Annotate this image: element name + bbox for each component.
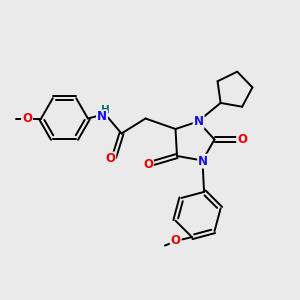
- Text: O: O: [237, 133, 247, 146]
- Text: O: O: [143, 158, 153, 171]
- Text: O: O: [105, 152, 116, 166]
- Text: H: H: [100, 105, 109, 116]
- Text: O: O: [22, 112, 32, 125]
- Text: N: N: [97, 110, 107, 124]
- Text: N: N: [194, 115, 204, 128]
- Text: N: N: [198, 154, 208, 168]
- Text: O: O: [171, 234, 181, 247]
